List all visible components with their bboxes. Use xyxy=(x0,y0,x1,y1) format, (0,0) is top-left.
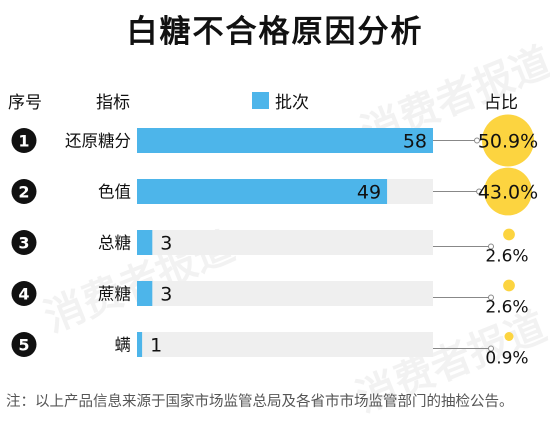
category-label: 螨 xyxy=(115,336,132,355)
index-badge xyxy=(11,179,37,204)
share-bubble xyxy=(503,228,515,241)
index-badge-label: 5 xyxy=(18,336,29,355)
share-bubble xyxy=(503,279,515,292)
footnote: 注：以上产品信息来源于国家市场监管总局及各省市市场监管部门的抽检公告。 xyxy=(6,394,514,410)
connector-dot xyxy=(476,188,483,195)
index-badge-label: 2 xyxy=(18,183,29,202)
category-label: 色值 xyxy=(98,183,131,202)
bar-track xyxy=(137,230,433,255)
bar xyxy=(137,179,388,204)
bar xyxy=(137,332,143,357)
connector-dot xyxy=(488,243,494,250)
share-bubble xyxy=(484,167,532,216)
index-badge xyxy=(11,128,37,153)
legend-label: 批次 xyxy=(275,93,309,113)
connector-dot xyxy=(488,345,494,352)
header-share: 占比 xyxy=(484,93,518,113)
index-badge-label: 4 xyxy=(18,285,29,304)
share-label: 43.0% xyxy=(478,182,538,204)
value-label: 58 xyxy=(403,131,427,153)
bar xyxy=(137,281,153,306)
bar-track xyxy=(137,332,433,357)
category-label: 蔗糖 xyxy=(98,285,131,304)
index-badge xyxy=(11,230,37,255)
legend-swatch xyxy=(252,92,269,109)
chart-title: 白糖不合格原因分析 xyxy=(126,14,424,50)
index-badge-label: 1 xyxy=(18,132,29,151)
connector-dot xyxy=(488,294,494,301)
header-indicator: 指标 xyxy=(96,93,130,113)
share-label: 50.9% xyxy=(478,131,538,153)
share-label: 0.9% xyxy=(485,349,528,369)
share-bubble xyxy=(504,332,514,341)
category-label: 还原糖分 xyxy=(65,132,131,151)
value-label: 49 xyxy=(357,182,381,204)
bar xyxy=(137,230,153,255)
index-badge xyxy=(11,332,37,357)
value-label: 3 xyxy=(160,233,172,255)
value-label: 1 xyxy=(150,335,162,357)
index-badge xyxy=(11,281,37,306)
category-label: 总糖 xyxy=(98,234,131,253)
connector-dot xyxy=(474,137,480,144)
value-label: 3 xyxy=(160,284,172,306)
share-label: 2.6% xyxy=(485,247,528,267)
bar-track xyxy=(137,281,433,306)
index-badge-label: 3 xyxy=(18,234,29,253)
legend: 批次 xyxy=(252,88,309,113)
bar xyxy=(137,128,433,153)
header-index: 序号 xyxy=(8,93,42,113)
share-bubble xyxy=(482,114,534,167)
share-label: 2.6% xyxy=(485,298,528,318)
